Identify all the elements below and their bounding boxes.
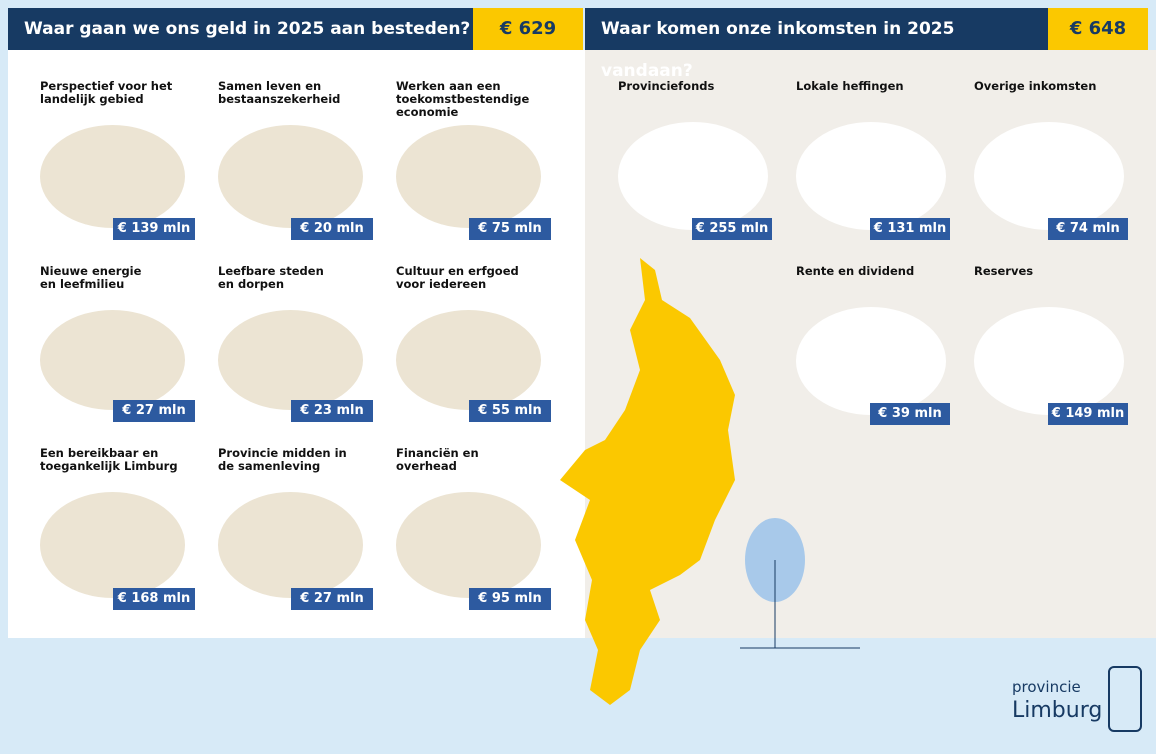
illustration bbox=[974, 122, 1124, 230]
logo-line2: Limburg bbox=[1012, 698, 1102, 723]
item-label: Lokale heffingen bbox=[796, 80, 904, 93]
logo-crest bbox=[1108, 666, 1142, 732]
item-amount: € 74 mln bbox=[1048, 218, 1128, 240]
item-label: Overige inkomsten bbox=[974, 80, 1096, 93]
illustration bbox=[218, 310, 363, 410]
illustration bbox=[974, 307, 1124, 415]
item-label: Rente en dividend bbox=[796, 265, 914, 278]
item-amount: € 27 mln bbox=[291, 588, 373, 610]
item-amount: € 39 mln bbox=[870, 403, 950, 425]
item-amount: € 20 mln bbox=[291, 218, 373, 240]
item-label: Samen leven en bestaanszekerheid bbox=[218, 80, 340, 106]
item-amount: € 27 mln bbox=[113, 400, 195, 422]
item-label: Werken aan een toekomstbestendige econom… bbox=[396, 80, 529, 119]
illustration bbox=[396, 492, 541, 598]
item-label: Provinciefonds bbox=[618, 80, 714, 93]
item-amount: € 23 mln bbox=[291, 400, 373, 422]
item-label: Cultuur en erfgoed voor iedereen bbox=[396, 265, 519, 291]
illustration bbox=[796, 307, 946, 415]
item-amount: € 149 mln bbox=[1048, 403, 1128, 425]
illustration bbox=[396, 310, 541, 410]
item-amount: € 168 mln bbox=[113, 588, 195, 610]
page: Waar gaan we ons geld in 2025 aan bested… bbox=[0, 0, 1156, 754]
item-label: Een bereikbaar en toegankelijk Limburg bbox=[40, 447, 178, 473]
item-amount: € 55 mln bbox=[469, 400, 551, 422]
logo-line1: provincie bbox=[1012, 678, 1081, 696]
item-label: Provincie midden in de samenleving bbox=[218, 447, 347, 473]
item-label: Reserves bbox=[974, 265, 1033, 278]
illustration bbox=[218, 492, 363, 598]
illustration bbox=[40, 492, 185, 598]
item-amount: € 255 mln bbox=[692, 218, 772, 240]
item-amount: € 139 mln bbox=[113, 218, 195, 240]
illustration bbox=[796, 122, 946, 230]
illustration bbox=[396, 125, 541, 228]
item-label: Nieuwe energie en leefmilieu bbox=[40, 265, 141, 291]
illustration bbox=[218, 125, 363, 228]
illustration bbox=[618, 122, 768, 230]
item-amount: € 75 mln bbox=[469, 218, 551, 240]
item-amount: € 95 mln bbox=[469, 588, 551, 610]
item-label: Perspectief voor het landelijk gebied bbox=[40, 80, 172, 106]
limburg-map bbox=[560, 258, 735, 705]
illustration bbox=[40, 310, 185, 410]
item-label: Leefbare steden en dorpen bbox=[218, 265, 324, 291]
item-label: Financiën en overhead bbox=[396, 447, 479, 473]
item-amount: € 131 mln bbox=[870, 218, 950, 240]
illustration bbox=[40, 125, 185, 228]
